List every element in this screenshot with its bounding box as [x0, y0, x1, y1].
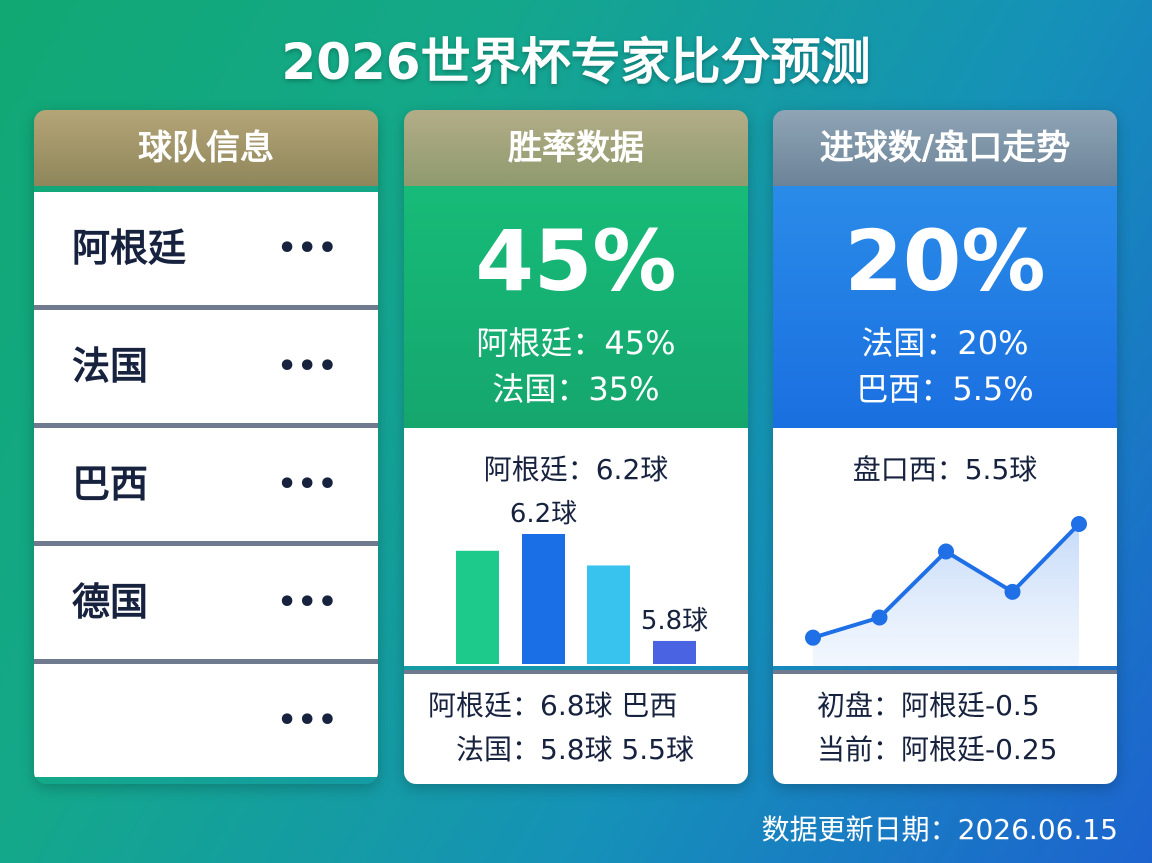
team-name: 法国 — [72, 344, 149, 388]
win-rate-big-value: 45% — [475, 212, 677, 310]
line-chart-label: 盘口西：5.5球 — [852, 453, 1038, 486]
more-icon[interactable]: ••• — [277, 703, 338, 738]
handicap-header: 进球数/盘口走势 — [773, 110, 1117, 186]
goals-bar-chart: 阿根廷：6.2球 6.2球 5.8球 — [404, 428, 748, 666]
bar-0 — [456, 550, 499, 664]
team-name: 巴西 — [72, 462, 149, 506]
handicap-line-2: 巴西：5.5% — [856, 370, 1034, 408]
trend-line-chart: 盘口西：5.5球 — [773, 428, 1117, 666]
trend-point-1 — [871, 609, 888, 626]
team-row-empty[interactable]: ••• — [34, 664, 378, 777]
more-icon[interactable]: ••• — [277, 585, 338, 620]
team-row-brazil[interactable]: 巴西 ••• — [34, 428, 378, 546]
team-info-panel: 球队信息 阿根廷 ••• 法国 ••• 巴西 ••• 德国 ••• ••• — [34, 110, 378, 784]
team-info-header: 球队信息 — [34, 110, 378, 186]
team-row-germany[interactable]: 德国 ••• — [34, 546, 378, 664]
bar-1 — [522, 534, 565, 664]
handicap-foot-line-2: 当前：阿根廷-0.25 — [817, 733, 1058, 766]
trend-point-2 — [938, 543, 954, 560]
more-icon[interactable]: ••• — [277, 349, 338, 384]
team-list: 阿根廷 ••• 法国 ••• 巴西 ••• 德国 ••• ••• — [34, 192, 378, 777]
bar-chart-label: 阿根廷：6.2球 — [483, 453, 669, 486]
trend-point-0 — [805, 629, 821, 646]
handicap-footer: 初盘：阿根廷-0.5 当前：阿根廷-0.25 — [773, 670, 1117, 784]
win-foot-line-2: 法国：5.8球 5.5球 — [456, 733, 694, 766]
team-name: 阿根廷 — [72, 226, 187, 270]
win-rate-line-2: 法国：35% — [492, 370, 660, 408]
handicap-foot-line-1: 初盘：阿根廷-0.5 — [817, 689, 1040, 722]
trend-area — [813, 524, 1079, 666]
win-rate-panel: 胜率数据 45% 阿根廷：45% 法国：35% 阿根廷：6.2球 6.2球 5.8… — [404, 110, 748, 784]
more-icon[interactable]: ••• — [277, 231, 338, 266]
handicap-panel: 进球数/盘口走势 20% 法国：20% 巴西：5.5% 盘口西：5.5球 初盘：… — [773, 110, 1117, 784]
line-chart-svg — [805, 516, 1087, 666]
handicap-stat: 20% 法国：20% 巴西：5.5% — [773, 186, 1117, 428]
handicap-line-1: 法国：20% — [861, 324, 1029, 362]
team-row-france[interactable]: 法国 ••• — [34, 310, 378, 428]
win-rate-line-1: 阿根廷：45% — [476, 324, 676, 362]
trend-point-3 — [1004, 583, 1021, 600]
win-rate-stat: 45% 阿根廷：45% 法国：35% — [404, 186, 748, 428]
team-row-argentina[interactable]: 阿根廷 ••• — [34, 192, 378, 310]
handicap-big-value: 20% — [844, 212, 1046, 310]
bar-chart-svg: 6.2球 5.8球 — [456, 499, 708, 664]
bar-data-label-3: 5.8球 — [641, 606, 708, 636]
win-rate-header: 胜率数据 — [404, 110, 748, 186]
bar-2 — [587, 565, 630, 664]
bar-3 — [653, 640, 696, 664]
more-icon[interactable]: ••• — [277, 467, 338, 502]
team-name: 德国 — [72, 580, 149, 624]
trend-point-4 — [1071, 516, 1087, 532]
win-foot-line-1: 阿根廷：6.8球 巴西 — [428, 689, 678, 722]
bar-data-label-1: 6.2球 — [510, 499, 577, 529]
page-title: 2026世界杯专家比分预测 — [281, 33, 871, 91]
win-rate-footer: 阿根廷：6.8球 巴西 法国：5.8球 5.5球 — [404, 670, 748, 784]
update-date: 数据更新日期：2026.06.15 — [761, 813, 1118, 846]
